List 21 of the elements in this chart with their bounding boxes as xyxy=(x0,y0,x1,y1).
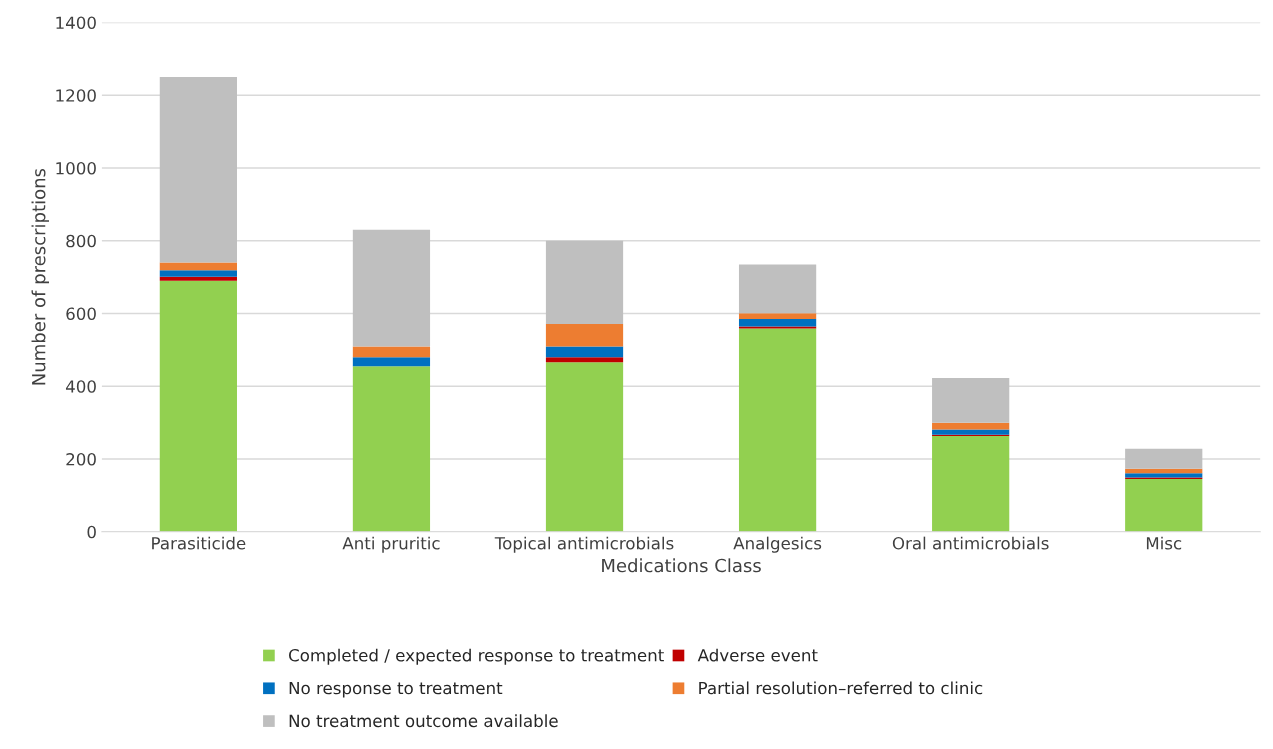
y-tick-label: 600 xyxy=(66,307,96,321)
x-tick-label: Anti pruritic xyxy=(342,536,440,553)
x-tick-label: Oral antimicrobials xyxy=(892,536,1049,550)
x-tick-label: Topical antimicrobials xyxy=(494,536,674,553)
legend-label: Partial resolution–referred to clinic xyxy=(699,681,983,695)
y-tick-label: 800 xyxy=(66,234,96,248)
legend-label: Completed / expected response to treatment xyxy=(289,648,664,665)
y-tick-label: 1400 xyxy=(56,16,96,30)
x-axis-title: Medications Class xyxy=(602,558,761,573)
y-tick-label: 200 xyxy=(66,452,96,466)
x-tick-label: Misc xyxy=(1146,536,1182,550)
legend-label: No response to treatment xyxy=(289,681,503,698)
legend-label: Adverse event xyxy=(697,648,818,662)
y-tick-label: 0 xyxy=(87,525,96,539)
y-axis-title: Number of prescriptions xyxy=(31,168,50,385)
y-tick-label: 400 xyxy=(65,380,96,393)
x-tick-label: Analgesics xyxy=(733,536,822,553)
y-tick-label: 1000 xyxy=(56,161,96,175)
y-tick-label: 1200 xyxy=(56,89,96,102)
legend-label: No treatment outcome available xyxy=(289,714,558,728)
x-tick-label: Parasiticide xyxy=(152,536,246,550)
